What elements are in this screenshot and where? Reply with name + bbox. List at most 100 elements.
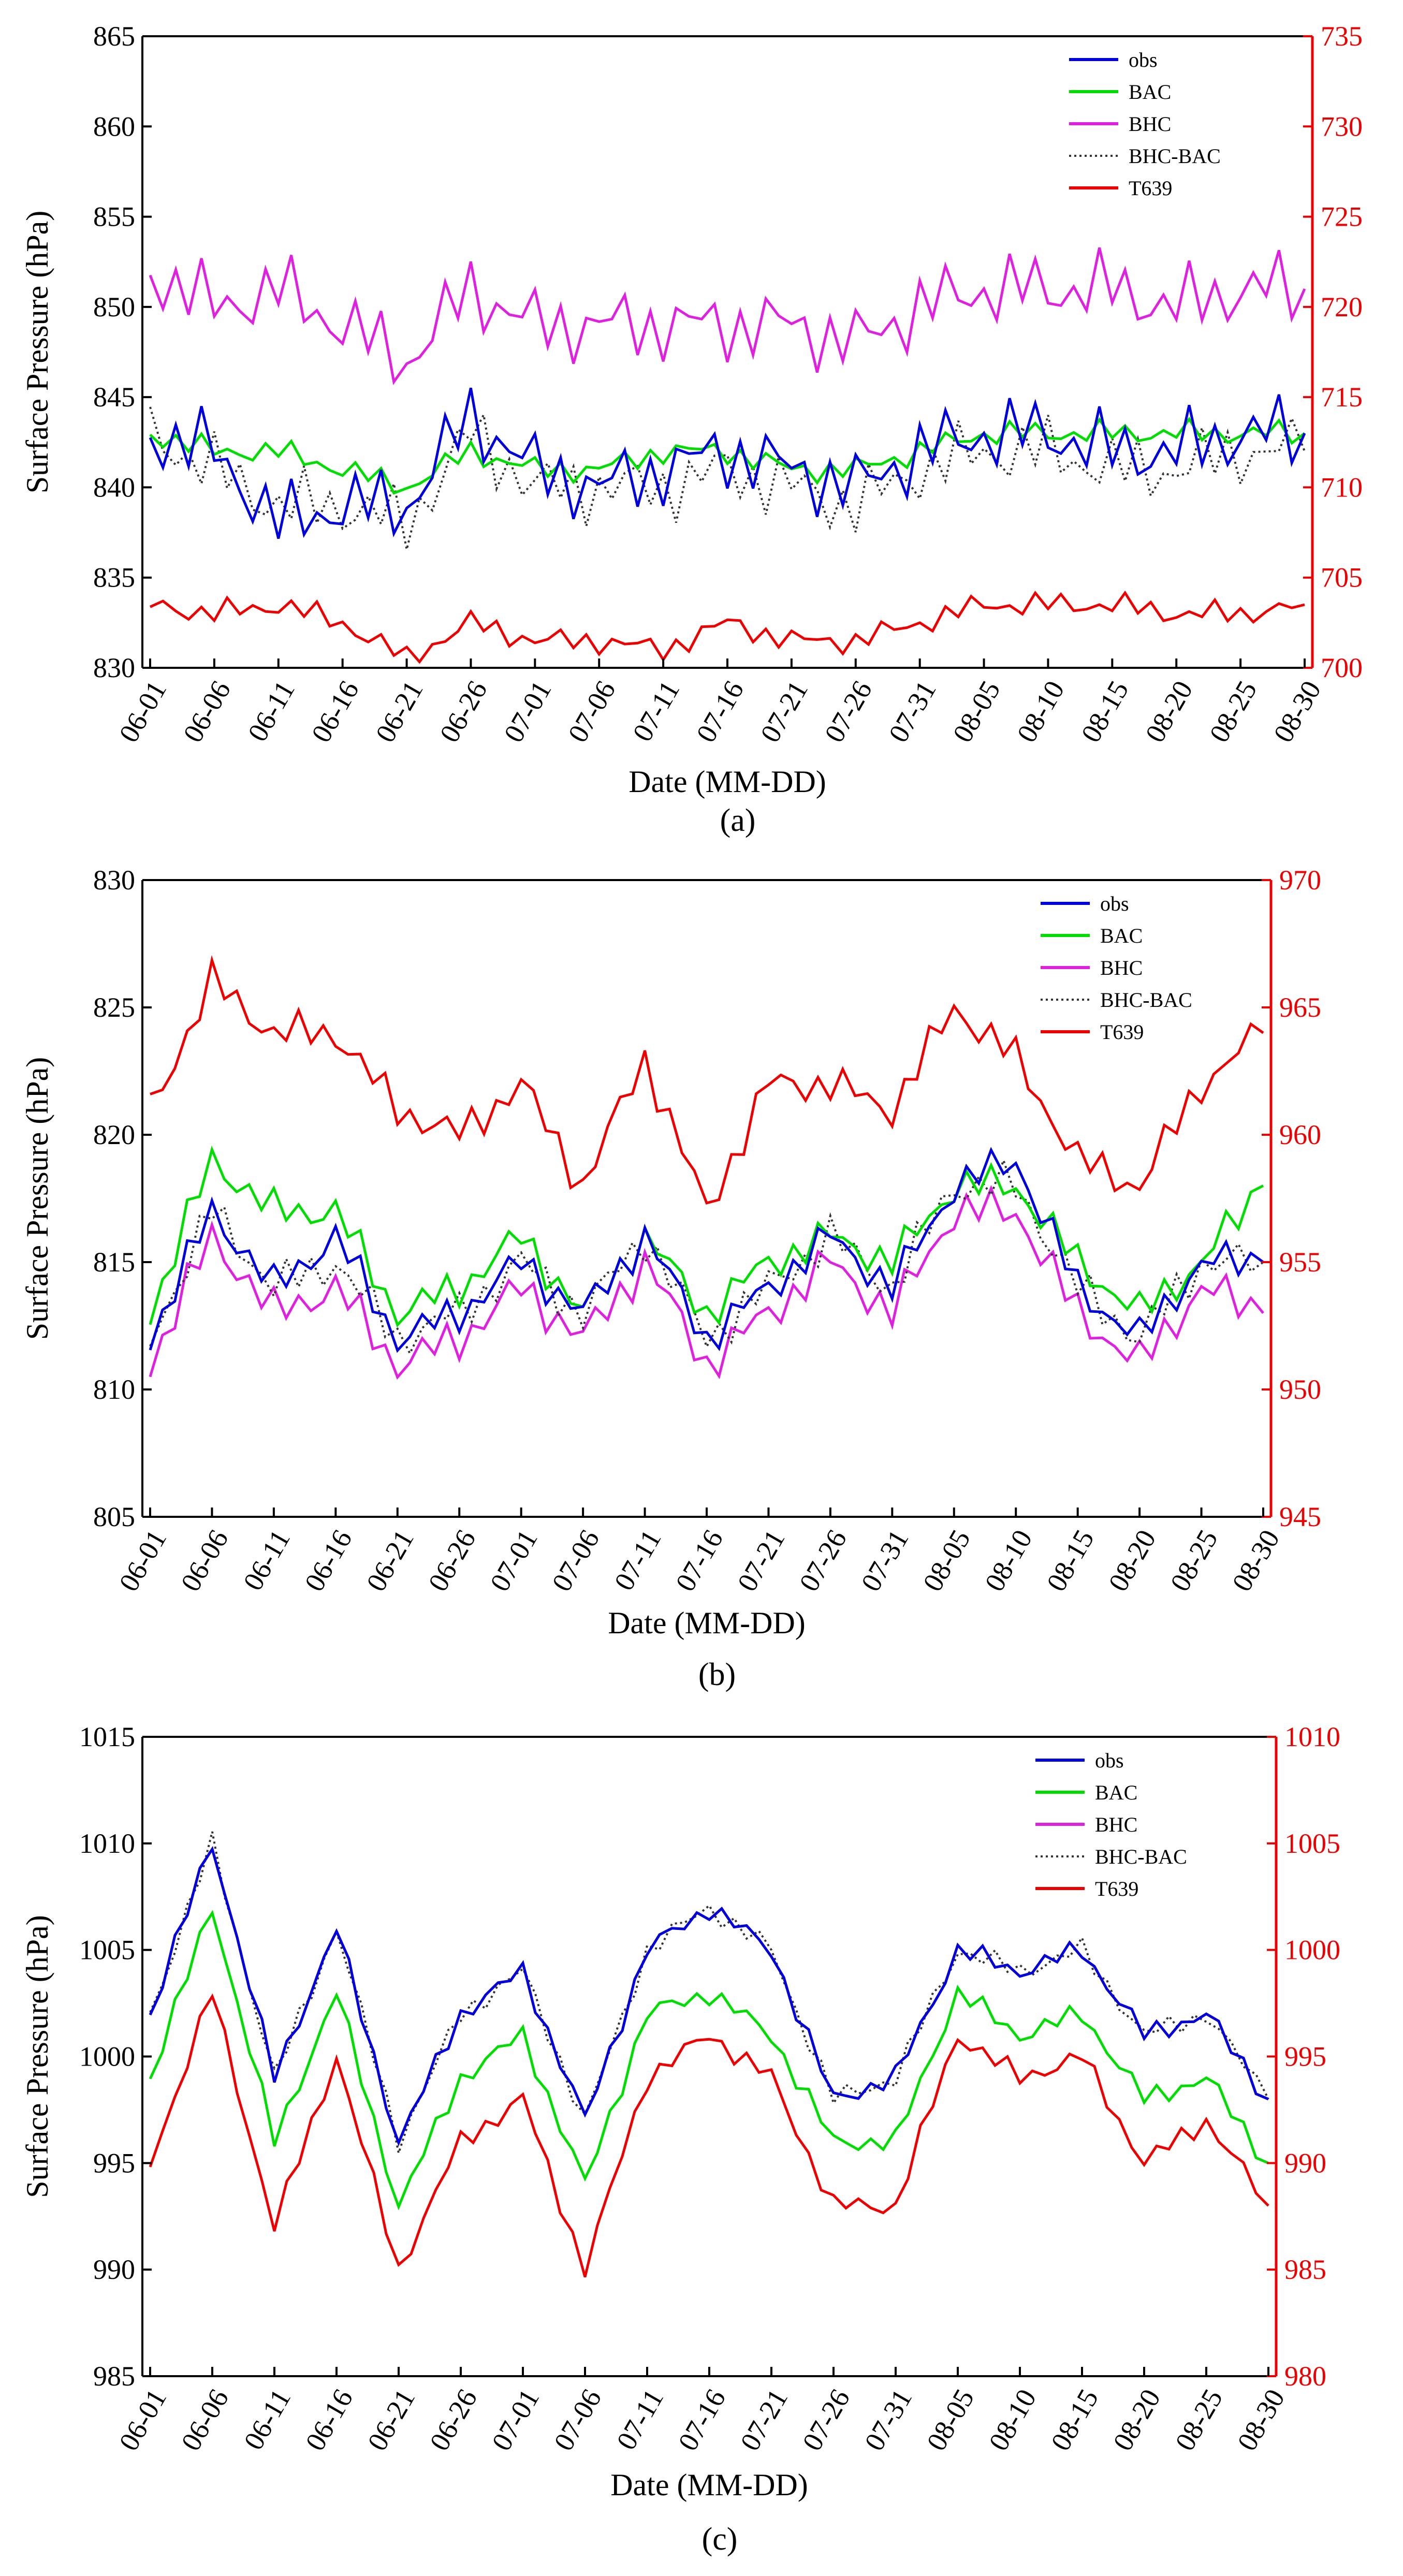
y2-tick-label: 1005 — [1284, 1828, 1340, 1859]
series-line-bac — [149, 1145, 1264, 1328]
x-tick-label: 06-16 — [305, 676, 365, 748]
y-axis-title: Surface Pressure (hPa) — [20, 211, 54, 493]
y-tick-label: 820 — [93, 1119, 135, 1150]
y-tick-label: 860 — [93, 111, 135, 142]
legend-label-bhc: BHC — [1129, 112, 1171, 136]
y2-tick-label: 710 — [1321, 472, 1363, 503]
x-tick-label: 07-16 — [669, 1525, 729, 1597]
x-tick-label: 06-26 — [434, 676, 493, 748]
legend-label-bhc-bac: BHC-BAC — [1100, 988, 1192, 1012]
x-tick-label: 07-21 — [754, 676, 814, 748]
x-tick-label: 07-31 — [858, 2384, 918, 2456]
y2-tick-label: 970 — [1279, 865, 1321, 896]
x-tick-label: 06-11 — [242, 676, 301, 747]
y-tick-label: 810 — [93, 1374, 135, 1405]
y2-tick-label: 725 — [1321, 201, 1363, 232]
x-tick-label: 07-01 — [498, 676, 558, 748]
y2-tick-label: 990 — [1284, 2147, 1326, 2178]
x-tick-label: 06-06 — [177, 676, 237, 748]
x-tick-label: 07-26 — [819, 676, 878, 748]
x-tick-label: 06-26 — [422, 1525, 481, 1597]
series-line-bhc-bac — [149, 1157, 1264, 1356]
x-tick-label: 08-10 — [978, 1525, 1038, 1597]
x-tick-label: 06-06 — [175, 1525, 235, 1597]
y2-tick-label: 955 — [1279, 1247, 1321, 1278]
series-line-obs — [149, 1147, 1264, 1353]
x-tick-label: 07-31 — [883, 676, 942, 748]
x-tick-label: 06-26 — [423, 2384, 483, 2456]
x-tick-label: 06-06 — [175, 2384, 235, 2456]
y2-tick-label: 720 — [1321, 291, 1363, 323]
series-line-t639 — [149, 590, 1305, 664]
panel-label: (c) — [702, 2522, 738, 2557]
x-tick-label: 08-25 — [1203, 676, 1263, 748]
y2-tick-label: 735 — [1321, 21, 1363, 52]
series-line-obs — [149, 1846, 1269, 2147]
y-tick-label: 850 — [93, 291, 135, 323]
y-tick-label: 865 — [93, 21, 135, 52]
y-tick-label: 840 — [93, 472, 135, 503]
legend-label-bhc-bac: BHC-BAC — [1095, 1845, 1187, 1868]
legend: obs BAC BHC BHC-BAC T639 — [1035, 1749, 1187, 1900]
x-tick-label: 07-21 — [732, 1525, 791, 1597]
x-axis-title: Date (MM-DD) — [608, 1606, 806, 1640]
legend-label-t639: T639 — [1095, 1877, 1138, 1900]
x-tick-label: 07-01 — [484, 1525, 544, 1597]
x-tick-label: 07-06 — [548, 2384, 607, 2456]
x-tick-label: 08-15 — [1075, 676, 1135, 748]
y-tick-label: 990 — [93, 2254, 135, 2285]
series-line-bhc — [149, 247, 1306, 385]
y-tick-label: 1000 — [79, 2041, 135, 2072]
series-line-bhc-bac — [149, 406, 1306, 550]
y2-tick-label: 960 — [1279, 1119, 1321, 1150]
x-tick-label: 08-30 — [1226, 1525, 1285, 1597]
chart-panel-2: 805 810 815 820 825 830 945 950 955 960 965 970 06-0… — [20, 865, 1321, 1692]
x-tick-label: 06-01 — [113, 2384, 172, 2456]
y2-tick-label: 985 — [1284, 2254, 1326, 2285]
panel-label: (a) — [720, 803, 756, 838]
x-tick-label: 08-30 — [1267, 676, 1327, 748]
series-line-t639 — [149, 1993, 1269, 2278]
x-tick-label: 08-05 — [920, 2384, 980, 2456]
x-tick-label: 06-21 — [361, 2384, 421, 2456]
x-tick-label: 07-11 — [626, 676, 685, 747]
x-tick-label: 08-05 — [917, 1525, 976, 1597]
x-tick-label: 07-11 — [608, 1525, 667, 1596]
legend-label-bac: BAC — [1129, 80, 1171, 104]
y-tick-label: 855 — [93, 201, 135, 232]
x-tick-label: 07-21 — [734, 2384, 794, 2456]
y2-tick-label: 980 — [1284, 2361, 1326, 2392]
x-tick-label: 07-06 — [546, 1525, 605, 1597]
y-tick-label: 845 — [93, 382, 135, 413]
series-line-obs — [149, 387, 1306, 539]
x-tick-label: 06-21 — [370, 676, 429, 748]
legend-label-bac: BAC — [1095, 1781, 1137, 1804]
y2-tick-label: 995 — [1284, 2041, 1326, 2072]
legend-label-bhc: BHC — [1095, 1813, 1137, 1836]
series-line-t639 — [150, 955, 1264, 1205]
x-tick-label: 08-15 — [1041, 1525, 1100, 1597]
legend-label-bhc: BHC — [1100, 956, 1143, 979]
x-axis-title: Date (MM-DD) — [610, 2468, 808, 2502]
series-line-bac — [149, 416, 1306, 495]
y-axis-title: Surface Pressure (hPa) — [20, 1915, 54, 2198]
x-tick-label: 07-01 — [486, 2384, 545, 2456]
x-tick-label: 08-25 — [1164, 1525, 1224, 1597]
y2-tick-label: 705 — [1321, 562, 1363, 593]
x-tick-label: 06-01 — [113, 1525, 172, 1597]
x-tick-label: 07-26 — [793, 1525, 853, 1597]
x-tick-label: 06-21 — [360, 1525, 420, 1597]
y-axis-title: Surface Pressure (hPa) — [20, 1057, 54, 1340]
x-tick-label: 08-05 — [947, 676, 1006, 748]
panel-label: (b) — [698, 1657, 736, 1692]
y-tick-label: 825 — [93, 992, 135, 1023]
legend-label-bac: BAC — [1100, 924, 1143, 947]
x-tick-label: 08-30 — [1231, 2384, 1291, 2456]
y2-tick-label: 700 — [1321, 652, 1363, 683]
x-tick-label: 07-06 — [562, 676, 621, 748]
y-tick-label: 805 — [93, 1501, 135, 1532]
y-tick-label: 815 — [93, 1247, 135, 1278]
y2-tick-label: 1010 — [1284, 1721, 1340, 1752]
y-tick-label: 835 — [93, 562, 135, 593]
